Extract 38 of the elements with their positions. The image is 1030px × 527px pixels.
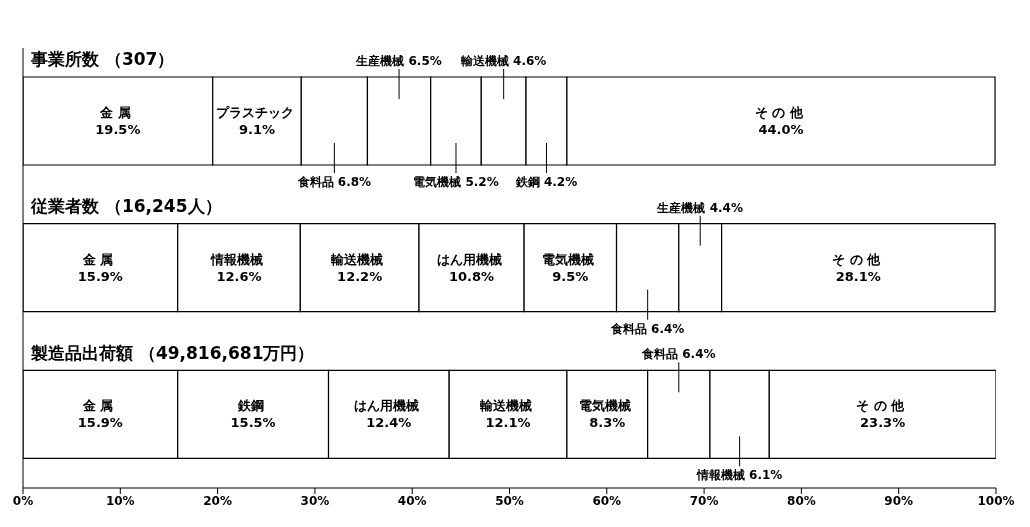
data-label: そ の 他 44.0% [754, 105, 808, 137]
data-label: はん用機械 10.8% [436, 251, 507, 284]
data-label: 金 属 15.9% [77, 251, 123, 284]
x-tick-label: 20% [203, 493, 232, 508]
y-tick-label: 事業所数 （307） [30, 49, 175, 70]
data-label: そ の 他 23.3% [856, 398, 909, 431]
data-label: 電気機械 5.2% [413, 175, 499, 189]
x-tick-label: 60% [592, 493, 622, 508]
x-tick-label: 40% [397, 493, 427, 508]
data-label: 輸送機械 12.1% [478, 398, 537, 431]
data-label: はん用機械 12.4% [354, 398, 424, 431]
data-label: 鉄鋼 4.2% [514, 175, 578, 189]
data-label: 輸送機械 4.6% [459, 54, 547, 68]
data-label: 食料品 6.4% [609, 321, 685, 336]
x-tick-label: 90% [884, 493, 914, 508]
data-label: 生産機械 6.5% [355, 54, 442, 68]
data-label: 電気機械 8.3% [579, 398, 636, 431]
data-label: 輸送機械 12.2% [330, 251, 388, 284]
data-label: 情報機械 12.6% [209, 251, 268, 284]
data-label: 情報機械 6.1% [695, 468, 783, 483]
data-label: 金 属 19.5% [95, 105, 141, 137]
data-label: 食料品 6.4% [641, 347, 716, 362]
data-label: 食料品 6.8% [296, 175, 372, 189]
x-tick-label: 50% [495, 493, 524, 508]
data-label: 金 属 15.9% [77, 398, 123, 431]
x-tick-label: 100% [977, 493, 1015, 508]
x-tick-label: 0% [12, 493, 34, 508]
data-label: そ の 他 28.1% [832, 251, 885, 284]
data-label: 鉄鋼 15.5% [230, 398, 276, 431]
data-label: プラスチック 9.1% [215, 105, 299, 137]
data-label: 生産機械 4.4% [656, 200, 743, 215]
data-label: 電気機械 9.5% [542, 251, 599, 284]
x-tick-label: 10% [105, 493, 135, 508]
x-tick-label: 80% [787, 493, 816, 508]
y-tick-label: 従業者数 （16,245人） [30, 196, 222, 216]
x-tick-label: 70% [689, 493, 719, 508]
x-tick-label: 30% [300, 493, 330, 508]
y-tick-label: 製造品出荷額 （49,816,681万円） [30, 342, 315, 363]
